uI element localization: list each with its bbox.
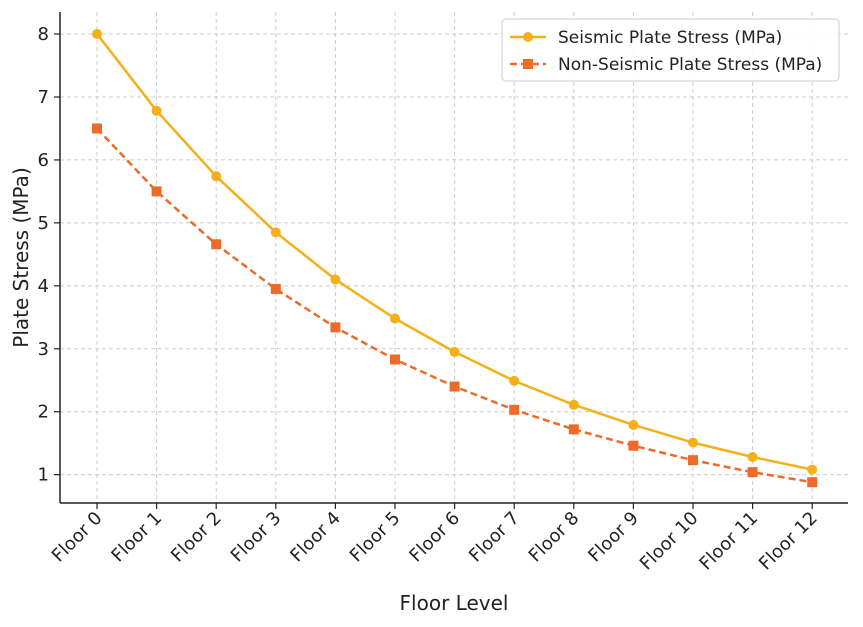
x-tick-label: Floor 11 xyxy=(695,508,762,575)
data-point-non-seismic xyxy=(568,424,579,435)
series-layer xyxy=(92,29,818,488)
data-point-non-seismic xyxy=(688,455,698,466)
y-tick-label: 4 xyxy=(38,276,49,297)
data-point-seismic xyxy=(747,452,758,463)
data-point-non-seismic xyxy=(747,467,758,478)
data-point-non-seismic xyxy=(628,440,639,451)
x-tick-label: Floor 2 xyxy=(167,508,226,567)
data-point-seismic xyxy=(688,437,698,448)
x-tick-label: Floor 9 xyxy=(584,508,643,567)
data-point-non-seismic xyxy=(390,354,400,365)
x-tick-label: Floor 8 xyxy=(525,508,584,567)
data-point-non-seismic xyxy=(807,477,818,488)
y-axis-label: Plate Stress (MPa) xyxy=(9,167,33,347)
x-tick-label: Floor 6 xyxy=(405,508,464,567)
x-tick-label: Floor 3 xyxy=(227,508,286,567)
axes xyxy=(59,12,848,504)
x-tick-label: Floor 0 xyxy=(48,508,107,567)
data-point-seismic xyxy=(92,29,102,40)
data-point-seismic xyxy=(270,227,281,238)
data-point-seismic xyxy=(568,399,579,410)
data-point-non-seismic xyxy=(330,322,341,333)
data-point-seismic xyxy=(330,274,341,285)
legend-marker-seismic xyxy=(523,32,533,42)
y-tick-label: 7 xyxy=(38,87,49,108)
data-point-non-seismic xyxy=(211,239,222,250)
data-point-seismic xyxy=(509,375,520,386)
y-tick-label: 3 xyxy=(38,339,49,360)
x-tick-label: Floor 4 xyxy=(286,508,345,567)
data-point-non-seismic xyxy=(92,123,102,134)
y-tick-label: 1 xyxy=(38,465,49,486)
data-point-non-seismic xyxy=(270,283,281,294)
data-point-non-seismic xyxy=(449,381,460,392)
legend: Seismic Plate Stress (MPa) Non-Seismic Pl… xyxy=(501,18,840,82)
x-tick-label: Floor 1 xyxy=(107,508,166,567)
data-point-seismic xyxy=(449,346,460,357)
data-point-seismic xyxy=(390,313,400,324)
x-tick-label: Floor 12 xyxy=(755,508,822,575)
data-point-seismic xyxy=(807,464,818,475)
data-point-seismic xyxy=(151,105,162,116)
legend-box xyxy=(501,18,840,82)
data-point-non-seismic xyxy=(151,186,162,197)
y-tick-label: 8 xyxy=(38,24,49,45)
y-tick-label: 6 xyxy=(38,150,49,171)
x-axis-label: Floor Level xyxy=(400,591,509,615)
x-tick-label: Floor 5 xyxy=(346,508,405,567)
legend-label-1: Non-Seismic Plate Stress (MPa) xyxy=(558,55,822,75)
x-tick-label: Floor 7 xyxy=(465,508,524,567)
grid xyxy=(60,12,848,503)
data-point-non-seismic xyxy=(509,404,520,415)
x-tick-label: Floor 10 xyxy=(636,508,703,575)
legend-marker-non-seismic xyxy=(523,59,533,69)
y-tick-label: 5 xyxy=(38,213,49,234)
y-tick-label: 2 xyxy=(38,402,49,423)
data-point-seismic xyxy=(211,171,222,182)
data-point-seismic xyxy=(628,419,639,430)
legend-label-0: Seismic Plate Stress (MPa) xyxy=(558,28,782,48)
